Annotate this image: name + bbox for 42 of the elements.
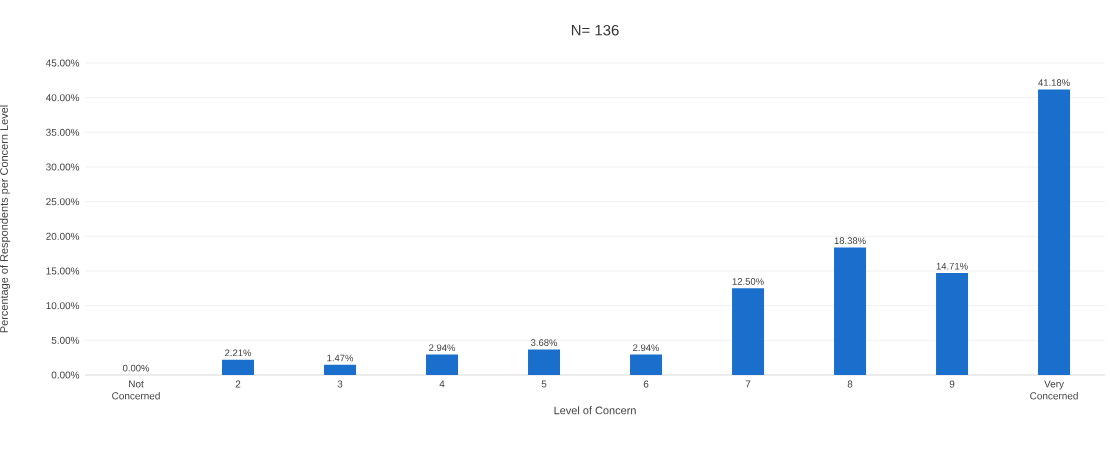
bar xyxy=(528,349,561,375)
data-label: 2.21% xyxy=(225,349,252,357)
x-tick-label: 3 xyxy=(337,380,343,388)
x-tick-label: Not Concerned xyxy=(112,380,160,400)
bar xyxy=(1038,89,1071,375)
x-tick-label: 8 xyxy=(847,380,853,388)
x-axis-title: Level of Concern xyxy=(554,406,636,415)
data-label: 1.47% xyxy=(327,354,354,362)
x-tick-label: 7 xyxy=(745,380,751,388)
x-tick-label: Very Concerned xyxy=(1030,380,1078,400)
y-tick-label: 40.00% xyxy=(45,94,80,102)
y-tick-label: 45.00% xyxy=(45,59,80,67)
x-tick-label: 5 xyxy=(541,380,547,388)
y-axis-title: Percentage of Respondents per Concern Level xyxy=(0,105,11,333)
x-tick-label: 2 xyxy=(235,380,241,388)
bar xyxy=(426,354,459,375)
y-tick-label: 30.00% xyxy=(46,163,80,171)
data-label: 0.00% xyxy=(122,364,150,372)
data-label: 41.18% xyxy=(1038,79,1070,86)
x-tick-label: 9 xyxy=(949,380,955,388)
data-label: 18.38% xyxy=(834,237,866,245)
bar xyxy=(222,359,255,375)
y-tick-label: 5.00% xyxy=(51,336,80,344)
data-label: 12.50% xyxy=(732,278,764,285)
bar xyxy=(834,247,867,375)
y-tick-label: 0.00% xyxy=(51,371,80,379)
x-tick-label: 6 xyxy=(643,380,649,388)
bar xyxy=(732,288,765,375)
y-tick-label: 10.00% xyxy=(46,302,80,310)
chart-title: N= 136 xyxy=(571,24,619,36)
data-label: 2.94% xyxy=(633,344,660,352)
y-tick-label: 20.00% xyxy=(46,232,80,240)
data-label: 14.71% xyxy=(936,262,968,270)
data-label: 3.68% xyxy=(530,339,558,346)
x-tick-label: 4 xyxy=(439,380,445,388)
bar xyxy=(324,364,357,375)
y-tick-label: 15.00% xyxy=(46,267,80,275)
bar xyxy=(936,273,969,375)
y-tick-label: 35.00% xyxy=(46,128,80,136)
data-label: 2.94% xyxy=(429,344,456,352)
y-tick-label: 25.00% xyxy=(46,198,80,206)
bar xyxy=(630,354,663,375)
